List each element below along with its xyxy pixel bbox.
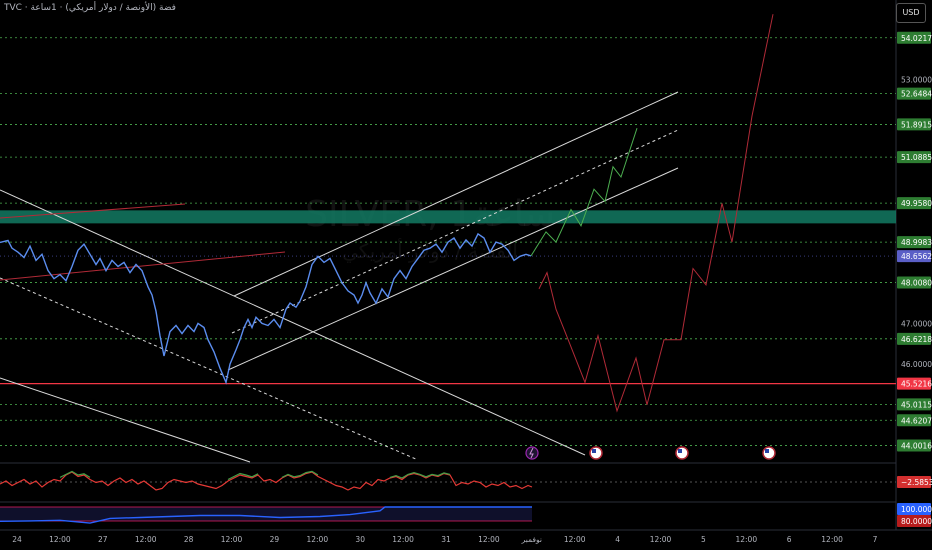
time-axis-label: 12:00 [650, 535, 672, 544]
time-axis-label: 24 [12, 535, 22, 544]
currency-button[interactable]: USD [896, 3, 926, 23]
price-axis-label: 52.6484 [901, 90, 932, 99]
price-label-bg [897, 476, 931, 488]
time-axis-label: نوفمبر [521, 535, 542, 544]
time-axis-label: 12:00 [564, 535, 586, 544]
time-axis-label: 5 [701, 535, 706, 544]
red-trendline-upper [0, 203, 186, 219]
price-axis-label: 45.0115 [901, 400, 932, 409]
price-axis[interactable]: 53.0000 47.0000 46.0000 54.0217 52.6484 51.89… [897, 31, 932, 527]
price-axis-label: 80.0000 [901, 517, 932, 526]
us-flag-icon[interactable] [675, 446, 689, 460]
price-axis-label: 47.0000 [901, 319, 932, 328]
time-axis-label: 28 [184, 535, 194, 544]
price-axis-label: 44.0016 [901, 441, 932, 450]
descending-channel-lower [0, 377, 251, 463]
projection-down-line [538, 14, 774, 413]
price-line [0, 232, 532, 385]
price-axis-label: 49.9580 [901, 199, 932, 208]
price-label-bg [897, 503, 931, 515]
time-axis-label: 12:00 [821, 535, 843, 544]
price-axis-label: 46.0000 [901, 360, 932, 369]
price-axis-label: 48.6562 [901, 252, 932, 261]
price-axis-label: 54.0217 [901, 34, 932, 43]
price-label-bg [897, 197, 931, 210]
rsi-line-green [227, 472, 259, 481]
us-flag-icon[interactable] [762, 446, 776, 460]
rsi-pane [0, 470, 896, 491]
time-axis[interactable]: 24 12:00 27 12:00 28 12:00 29 12:00 30 12:00 31 12:… [12, 535, 877, 544]
time-axis-label: 12:00 [49, 535, 71, 544]
time-axis-label: 12:00 [392, 535, 414, 544]
price-axis-label: 48.0080 [901, 278, 932, 287]
time-axis-label: 4 [615, 535, 620, 544]
time-axis-label: 12:00 [135, 535, 157, 544]
price-label-bg [897, 151, 931, 164]
resistance-zone [0, 210, 896, 224]
price-axis-label: 45.5216 [901, 380, 932, 389]
time-axis-label: 31 [441, 535, 451, 544]
price-label-bg [897, 439, 931, 452]
level-lines [0, 37, 896, 446]
rsi-line-green [281, 470, 319, 478]
price-axis-label: 100.0000 [901, 505, 932, 514]
descending-channel-upper [0, 189, 586, 456]
price-axis-label: 48.9983 [901, 238, 932, 247]
oscillator-line [0, 506, 532, 524]
price-series [0, 14, 774, 413]
price-label-bg [897, 515, 931, 527]
time-axis-label: 29 [270, 535, 280, 544]
time-axis-label: 6 [787, 535, 792, 544]
ascending-channel-lower [227, 167, 679, 371]
time-axis-label: 12:00 [735, 535, 757, 544]
time-axis-label: 12:00 [478, 535, 500, 544]
time-axis-label: 27 [98, 535, 108, 544]
time-axis-label: 30 [355, 535, 365, 544]
price-label-bg [897, 414, 931, 427]
price-label-bg [897, 87, 931, 100]
time-axis-label: 12:00 [306, 535, 328, 544]
projection-up-line [530, 128, 638, 257]
price-axis-label: 53.0000 [901, 75, 932, 84]
price-axis-label: 44.6207 [901, 416, 932, 425]
ascending-channel-upper [233, 91, 679, 297]
symbol-title[interactable]: TVC · فضة (الأونصة / دولار أمريكي) · 1سا… [4, 3, 176, 13]
lightning-icon[interactable] [525, 446, 539, 460]
price-axis-label: 51.8915 [901, 120, 932, 129]
price-axis-label: 46.6218 [901, 335, 932, 344]
trendlines [0, 91, 679, 463]
price-label-bg [897, 377, 931, 390]
red-trendline-lower [0, 251, 286, 281]
descending-channel-mid [0, 277, 419, 461]
rsi-line-green [389, 471, 451, 479]
price-label-bg [897, 332, 931, 345]
ascending-channel-mid [231, 129, 679, 334]
price-axis-label: −2.5853 [901, 478, 932, 487]
time-axis-label: 7 [873, 535, 878, 544]
rsi-line-green [59, 470, 91, 478]
event-markers[interactable] [525, 446, 776, 460]
price-label-bg [897, 250, 931, 263]
price-axis-label: 51.0885 [901, 153, 932, 162]
price-label-bg [897, 398, 931, 411]
us-flag-icon[interactable] [589, 446, 603, 460]
price-label-bg [897, 31, 931, 44]
time-axis-label: 12:00 [221, 535, 243, 544]
oscillator-pane [0, 506, 532, 524]
price-label-bg [897, 236, 931, 249]
price-label-bg [897, 118, 931, 131]
price-label-bg [897, 276, 931, 289]
